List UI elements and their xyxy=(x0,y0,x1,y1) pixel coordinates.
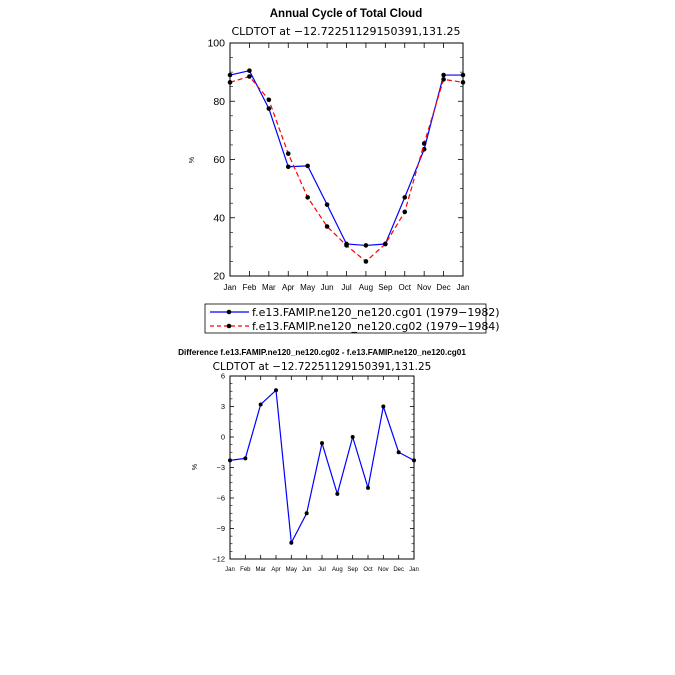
chart-1-series-1-point xyxy=(441,72,446,78)
chart-2-ylabel: % xyxy=(192,464,199,470)
chart-1-ytick-label: 60 xyxy=(213,154,225,166)
chart-2-xtick-label: Jul xyxy=(318,567,326,573)
legend-marker-2 xyxy=(226,323,232,329)
chart-1-ytick-label: 40 xyxy=(213,212,225,224)
chart-1-xtick-label: Jun xyxy=(321,283,334,292)
chart-1-xtick-label: Jul xyxy=(341,283,351,292)
chart-1-xtick-label: Oct xyxy=(399,283,412,292)
chart-1-title: Annual Cycle of Total Cloud xyxy=(270,8,422,20)
chart-1-legend: f.e13.FAMIP.ne120_ne120.cg01 (1979−1982)… xyxy=(204,303,500,334)
chart-2-series-1-point xyxy=(350,435,355,439)
chart-1-xtick-label: Mar xyxy=(262,283,276,292)
legend-label-1: f.e13.FAMIP.ne120_ne120.cg01 (1979−1982) xyxy=(252,306,500,319)
chart-1-series-2-point xyxy=(383,241,388,247)
chart-2-xtick-label: Dec xyxy=(393,567,404,573)
chart-2-series-1-point xyxy=(304,511,309,516)
chart-1-series-1-point xyxy=(247,68,252,73)
chart-1-series-1-point xyxy=(285,164,291,170)
chart-1-series-2-point xyxy=(266,97,272,103)
chart-1-series-2-point xyxy=(247,74,252,79)
chart-1-xtick-label: Jan xyxy=(457,283,470,292)
chart-1-series-2-point xyxy=(344,243,349,248)
legend-box xyxy=(204,303,487,334)
chart-2-xtick-label: Nov xyxy=(378,567,389,573)
chart-1-series-1-point xyxy=(266,106,272,111)
chart-2-ytick-label: −3 xyxy=(216,463,225,472)
chart-2-xtick-label: Aug xyxy=(332,567,343,573)
legend-label-2: f.e13.FAMIP.ne120_ne120.cg02 (1979−1984) xyxy=(252,320,500,333)
chart-1-series-2-point xyxy=(402,209,408,215)
chart-2-series-1-point xyxy=(366,485,370,490)
chart-1-ytick-label: 80 xyxy=(213,96,225,108)
chart-1-frame xyxy=(229,42,464,277)
legend-marker-1 xyxy=(226,309,232,315)
chart-1-xtick-label: Feb xyxy=(243,283,257,292)
chart-2-series-1-line xyxy=(229,388,415,545)
chart-1-ylabel: % xyxy=(189,157,196,163)
chart-2-xtick-label: Mar xyxy=(255,567,265,573)
chart-1-series-2-point xyxy=(305,195,310,200)
chart-2-series-1-point xyxy=(274,388,278,393)
chart-2-series-1-point xyxy=(381,404,386,409)
chart-1-ytick-label: 20 xyxy=(213,271,225,283)
chart-1-series-2-point xyxy=(363,259,369,264)
chart-2-ytick-label: −6 xyxy=(216,494,225,503)
chart-2-xtick-label: Sep xyxy=(347,567,358,573)
chart-1-xtick-label: May xyxy=(300,283,315,292)
chart-2-xtick-label: Oct xyxy=(363,567,373,573)
chart-1-series-1-point xyxy=(363,243,369,248)
chart-2-xtick-label: May xyxy=(286,567,297,573)
chart-1-series-2-point xyxy=(227,80,233,85)
chart-1-series-1-line xyxy=(229,69,463,247)
chart-2-xtick-label: Jun xyxy=(302,567,312,573)
chart-2-ytick-label: 0 xyxy=(221,433,225,442)
chart-2-plot: −12 −9 −6 −3 0 3 6 Jan Feb Mar Apr May Jun Jul Aug Sep O… xyxy=(212,372,419,573)
chart-1-xtick-label: Jan xyxy=(224,283,237,292)
chart-1-series-2-point xyxy=(324,224,330,229)
chart-1-series-2-point xyxy=(441,77,446,82)
chart-1-series-2-point xyxy=(421,141,427,146)
chart-2-ytick-label: −9 xyxy=(216,524,225,533)
chart-2-title: Difference f.e13.FAMIP.ne120_ne120.cg02 … xyxy=(178,348,466,357)
chart-2-xtick-label: Feb xyxy=(240,567,251,573)
chart-2-series-1-point xyxy=(320,441,324,446)
chart-1-xtick-label: Sep xyxy=(378,283,393,292)
chart-1-series-1-point xyxy=(305,163,310,169)
chart-2-series-1-point xyxy=(243,456,248,461)
chart-1-xtick-label: Dec xyxy=(436,283,450,292)
chart-1-series-2-point xyxy=(285,151,291,156)
chart-2-ytick-label: −12 xyxy=(212,555,225,564)
chart-2-series-1-point xyxy=(258,402,263,407)
chart-1-subtitle: CLDTOT at −12.72251129150391,131.25 xyxy=(231,25,460,38)
chart-2-xtick-label: Jan xyxy=(225,567,235,573)
chart-2-frame xyxy=(229,375,415,560)
chart-2-series-1-point xyxy=(396,450,401,455)
chart-1-series-2-line xyxy=(229,75,464,263)
chart-1-xtick-label: Nov xyxy=(417,283,431,292)
chart-2-series-1-point xyxy=(335,491,340,496)
chart-2-ytick-label: 6 xyxy=(221,372,225,381)
chart-2-series-1-point xyxy=(412,458,416,463)
chart-1-xtick-label: Apr xyxy=(282,283,295,292)
chart-2-xtick-label: Jan xyxy=(409,567,419,573)
chart-1-series-1-point xyxy=(227,72,233,78)
chart-2-series-1-point xyxy=(289,540,294,545)
chart-2-ytick-label: 3 xyxy=(221,402,225,411)
chart-2-series-1-point xyxy=(228,458,232,463)
chart-1-series-2-point xyxy=(460,80,466,85)
chart-1-series-1-point xyxy=(324,202,330,207)
chart-2-subtitle: CLDTOT at −12.72251129150391,131.25 xyxy=(213,361,432,373)
chart-1-plot: 20 40 60 80 100 Jan Feb Mar Apr May Jun Jul Aug Sep Oc… xyxy=(207,38,469,292)
chart-1-series-1-point xyxy=(460,72,466,78)
chart-1-series-1-point xyxy=(402,195,408,200)
chart-1-xtick-label: Aug xyxy=(359,283,373,292)
chart-1-ytick-label: 100 xyxy=(207,38,225,50)
chart-2-xtick-label: Apr xyxy=(271,567,280,573)
